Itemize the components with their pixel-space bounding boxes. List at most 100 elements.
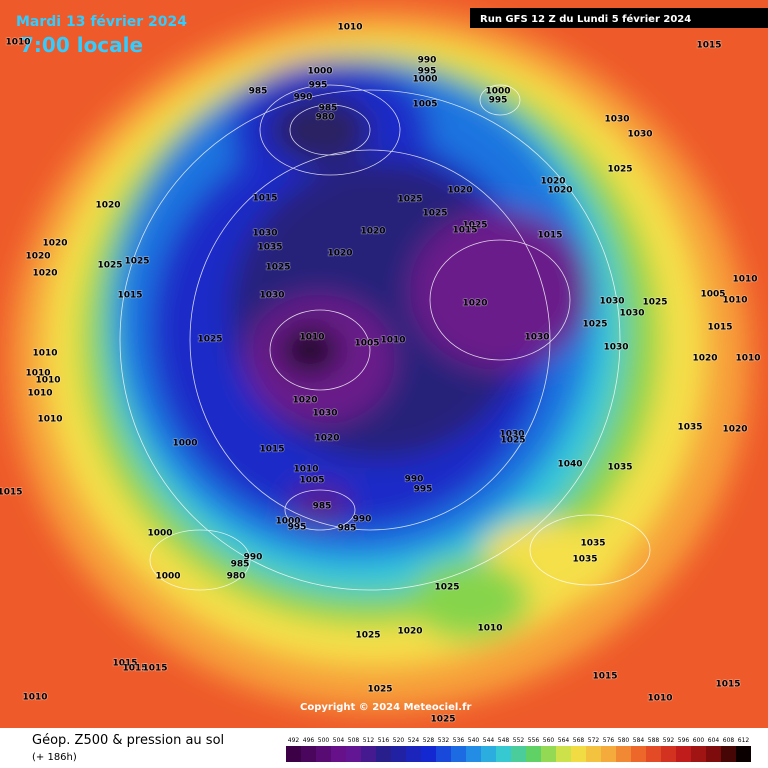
isobar-label: 990 — [244, 553, 263, 563]
legend-swatch — [541, 746, 556, 762]
isobar-label: 1025 — [430, 715, 455, 725]
isobar-label: 1025 — [367, 685, 392, 695]
isobar-label: 1030 — [499, 430, 524, 440]
isobar-label: 1030 — [599, 297, 624, 307]
isobar-label: 1015 — [537, 231, 562, 241]
isobar-label: 1020 — [462, 299, 487, 309]
legend-swatch — [631, 746, 646, 762]
isobar-label: 1025 — [197, 335, 222, 345]
isobar-label: 1015 — [117, 291, 142, 301]
isobar-label: 1020 — [547, 186, 572, 196]
legend-label: 524 — [408, 737, 420, 744]
isobar-label: 1015 — [252, 194, 277, 204]
isobar-label: 1010 — [337, 23, 362, 33]
legend-swatch — [511, 746, 526, 762]
legend-swatch — [736, 746, 751, 762]
isobar-label: 985 — [313, 502, 332, 512]
isobar-label: 1015 — [715, 680, 740, 690]
legend-swatch — [676, 746, 691, 762]
isobar-label: 995 — [414, 485, 433, 495]
legend-label: 576 — [603, 737, 615, 744]
isobar-label: 1015 — [122, 664, 147, 674]
isobar-label: 1035 — [580, 539, 605, 549]
isobar-label: 1025 — [124, 257, 149, 267]
time: 7:00 locale — [20, 33, 143, 57]
isobar-label: 1030 — [604, 115, 629, 125]
isobar-label: 1020 — [25, 252, 50, 262]
isobar-label: 1030 — [619, 309, 644, 319]
isobar-label: 1010 — [380, 336, 405, 346]
isobar-label: 1005 — [354, 339, 379, 349]
isobar-label: 1030 — [524, 333, 549, 343]
isobar-label: 1000 — [485, 87, 510, 97]
legend-swatch — [466, 746, 481, 762]
isobar-label: 1010 — [25, 369, 50, 379]
isobar-label: 1005 — [299, 476, 324, 486]
legend-swatch — [421, 746, 436, 762]
isobar-label: 1025 — [500, 436, 525, 446]
isobar-label: 990 — [294, 93, 313, 103]
legend-swatch — [436, 746, 451, 762]
legend-swatch — [556, 746, 571, 762]
isobar-label: 1015 — [452, 226, 477, 236]
legend-label: 560 — [543, 737, 555, 744]
isobar-label: 1020 — [314, 434, 339, 444]
isobar-label: 1000 — [307, 67, 332, 77]
legend-label: 564 — [558, 737, 570, 744]
isobar-label: 1005 — [412, 100, 437, 110]
legend-label: 520 — [393, 737, 405, 744]
lead-time: (+ 186h) — [32, 752, 77, 763]
legend-label: 568 — [573, 737, 585, 744]
isobar-label: 1025 — [422, 209, 447, 219]
isobar-label: 1020 — [447, 186, 472, 196]
legend-label: 596 — [678, 737, 690, 744]
isobar-label: 1015 — [696, 41, 721, 51]
isobar-label: 985 — [319, 104, 338, 114]
isobar-label: 1020 — [327, 249, 352, 259]
footer-title: Géop. Z500 & pression au sol — [32, 733, 224, 748]
legend-swatch — [721, 746, 736, 762]
legend-swatch — [391, 746, 406, 762]
isobar-label: 985 — [249, 87, 268, 97]
legend-swatch — [346, 746, 361, 762]
legend-swatch — [691, 746, 706, 762]
legend-swatch — [376, 746, 391, 762]
isobar-label: 1035 — [677, 423, 702, 433]
isobar-label: 1020 — [32, 269, 57, 279]
legend-label: 516 — [378, 737, 390, 744]
isobar-label: 1030 — [259, 291, 284, 301]
run-info: Run GFS 12 Z du Lundi 5 février 2024 — [480, 13, 691, 25]
isobar-label: 995 — [288, 523, 307, 533]
legend-label: 532 — [438, 737, 450, 744]
isobar-label: 1035 — [572, 555, 597, 565]
legend-label: 588 — [648, 737, 660, 744]
isobar-label: 1015 — [259, 445, 284, 455]
isobar-label: 1010 — [735, 354, 760, 364]
copyright: Copyright © 2024 Meteociel.fr — [300, 702, 471, 713]
legend-swatch — [286, 746, 301, 762]
isobar-label: 1010 — [299, 333, 324, 343]
isobar-label: 1020 — [540, 177, 565, 187]
isobar-label: 980 — [316, 113, 335, 123]
legend-label: 556 — [528, 737, 540, 744]
isobar-label: 1025 — [642, 298, 667, 308]
isobar-label: 990 — [353, 515, 372, 525]
legend-swatch — [316, 746, 331, 762]
legend-label: 548 — [498, 737, 510, 744]
isobar-label: 1020 — [692, 354, 717, 364]
isobar-label: 1010 — [32, 349, 57, 359]
legend-label: 504 — [333, 737, 345, 744]
isobar-label: 990 — [418, 56, 437, 66]
legend-swatch — [661, 746, 676, 762]
isobar-label: 1030 — [252, 229, 277, 239]
legend-swatch — [601, 746, 616, 762]
legend-label: 540 — [468, 737, 480, 744]
isobar-label: 1015 — [592, 672, 617, 682]
isobar-label: 1025 — [434, 583, 459, 593]
isobar-label: 1010 — [22, 693, 47, 703]
isobar-label: 1000 — [275, 517, 300, 527]
isobar-label: 980 — [227, 572, 246, 582]
isobar-label: 985 — [338, 524, 357, 534]
legend-swatch — [496, 746, 511, 762]
